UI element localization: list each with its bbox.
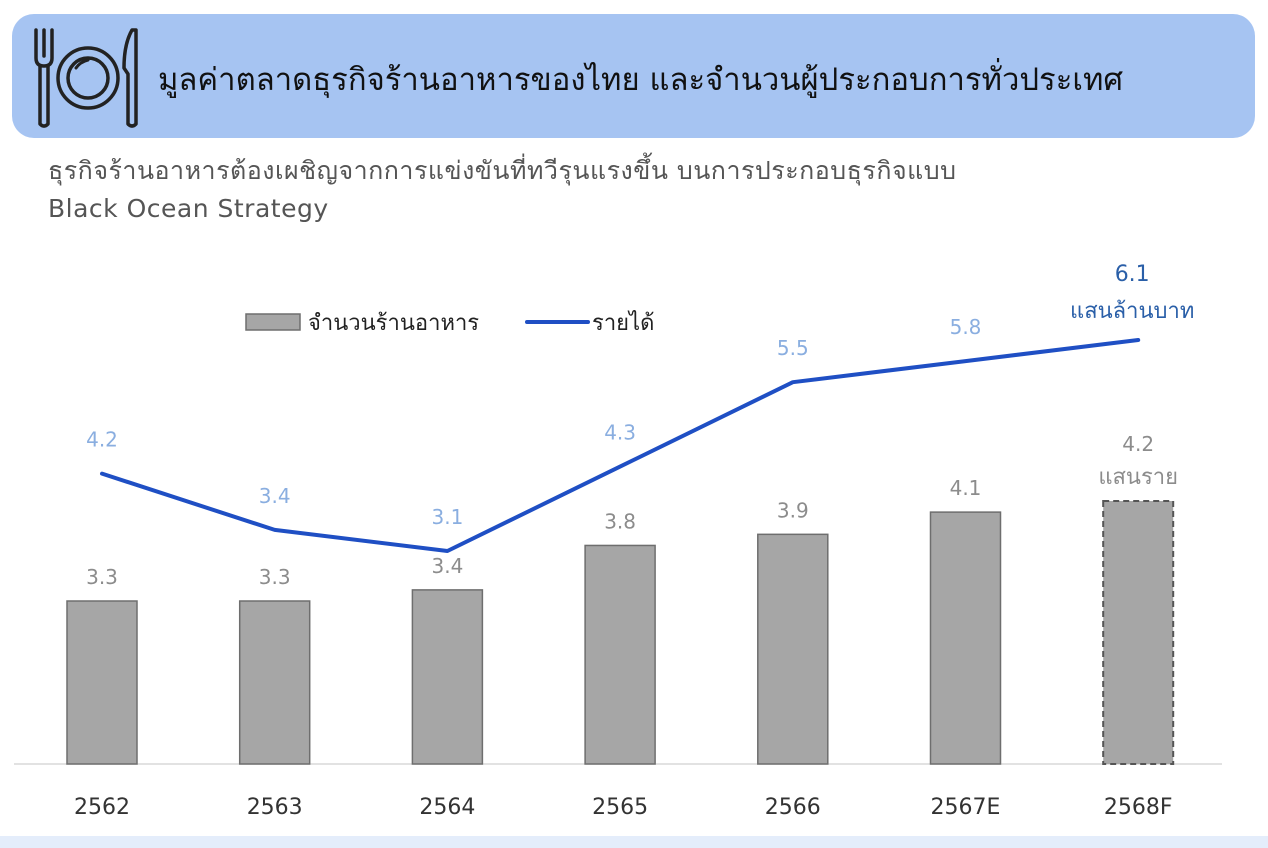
line-value-label-2568F: 6.1 xyxy=(1115,262,1150,287)
line-value-label-2565: 4.3 xyxy=(604,421,636,445)
subtitle-line-2: Black Ocean Strategy xyxy=(48,194,329,223)
legend-label-line: รายได้ xyxy=(592,310,654,336)
bar-2567E xyxy=(929,511,1002,765)
bar-2568F xyxy=(1102,500,1175,765)
bar-value-label-2563: 3.3 xyxy=(259,565,291,589)
bar-2562 xyxy=(66,600,138,765)
line-unit-label: แสนล้านบาท xyxy=(1070,299,1194,324)
legend-swatch-bars xyxy=(245,313,301,331)
revenue-line xyxy=(100,338,1141,553)
bar-value-label-2564: 3.4 xyxy=(431,554,463,578)
bar-2564 xyxy=(411,589,484,765)
bar-value-label-2566: 3.9 xyxy=(777,498,809,522)
line-value-label-2567E: 5.8 xyxy=(950,315,982,339)
title-banner: มูลค่าตลาดธุรกิจร้านอาหารของไทย และจำนวน… xyxy=(12,14,1255,138)
x-tick-label-2567E: 2567E xyxy=(931,795,1001,820)
bar-value-label-2567E: 4.1 xyxy=(950,476,982,500)
bar-2566 xyxy=(757,533,829,765)
line-value-label-2562: 4.2 xyxy=(86,428,118,452)
bar-value-label-2568F: 4.2 xyxy=(1122,432,1154,456)
x-tick-label-2568F: 2568F xyxy=(1104,795,1173,820)
x-tick-label-2565: 2565 xyxy=(592,795,648,820)
bar-value-label-2565: 3.8 xyxy=(604,509,636,533)
x-tick-label-2564: 2564 xyxy=(419,795,475,820)
line-value-label-2563: 3.4 xyxy=(259,484,291,508)
line-value-label-2564: 3.1 xyxy=(431,505,463,529)
chart-subtitle: ธุรกิจร้านอาหารต้องเผชิญจากการแข่งขันที่… xyxy=(48,152,1238,228)
bar-2563 xyxy=(238,600,311,765)
footer-band xyxy=(0,836,1268,848)
legend-label-bars: จำนวนร้านอาหาร xyxy=(308,311,479,336)
x-tick-label-2563: 2563 xyxy=(247,795,303,820)
plate-fork-knife-icon xyxy=(34,28,138,128)
page-title: มูลค่าตลาดธุรกิจร้านอาหารของไทย และจำนวน… xyxy=(158,62,1124,98)
subtitle-line-1: ธุรกิจร้านอาหารต้องเผชิญจากการแข่งขันที่… xyxy=(48,156,957,185)
bar-unit-label: แสนราย xyxy=(1098,465,1178,490)
x-tick-label-2562: 2562 xyxy=(74,795,130,820)
bar-2565 xyxy=(584,544,656,765)
x-tick-label-2566: 2566 xyxy=(765,795,821,820)
line-value-label-2566: 5.5 xyxy=(777,336,809,360)
bar-value-label-2562: 3.3 xyxy=(86,565,118,589)
